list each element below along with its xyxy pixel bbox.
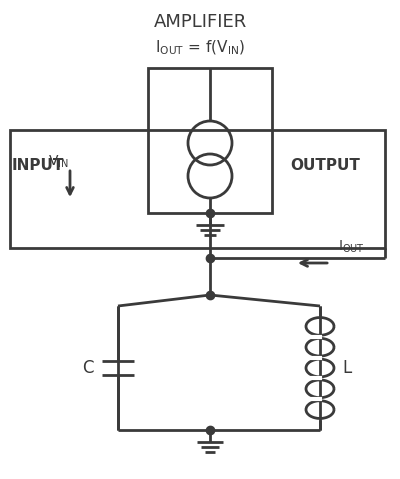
Text: $\mathregular{I_{OUT}}$: $\mathregular{I_{OUT}}$ bbox=[338, 239, 365, 255]
Bar bbox=[10, 130, 385, 248]
Text: AMPLIFIER: AMPLIFIER bbox=[153, 13, 247, 31]
Text: L: L bbox=[342, 359, 351, 377]
Text: INPUT: INPUT bbox=[12, 158, 64, 172]
Text: $\mathregular{V_{IN}}$: $\mathregular{V_{IN}}$ bbox=[48, 154, 68, 170]
Bar bbox=[148, 68, 272, 213]
Text: OUTPUT: OUTPUT bbox=[290, 158, 360, 172]
Text: $\mathregular{I_{OUT}}$ = f($\mathregular{V_{IN}}$): $\mathregular{I_{OUT}}$ = f($\mathregula… bbox=[155, 39, 245, 57]
Text: C: C bbox=[82, 359, 94, 377]
